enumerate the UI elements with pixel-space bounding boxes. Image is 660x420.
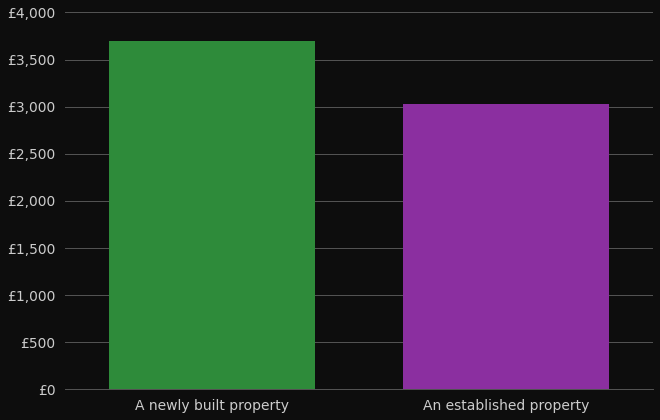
Bar (109, 41, 315, 389)
Bar (403, 104, 609, 389)
